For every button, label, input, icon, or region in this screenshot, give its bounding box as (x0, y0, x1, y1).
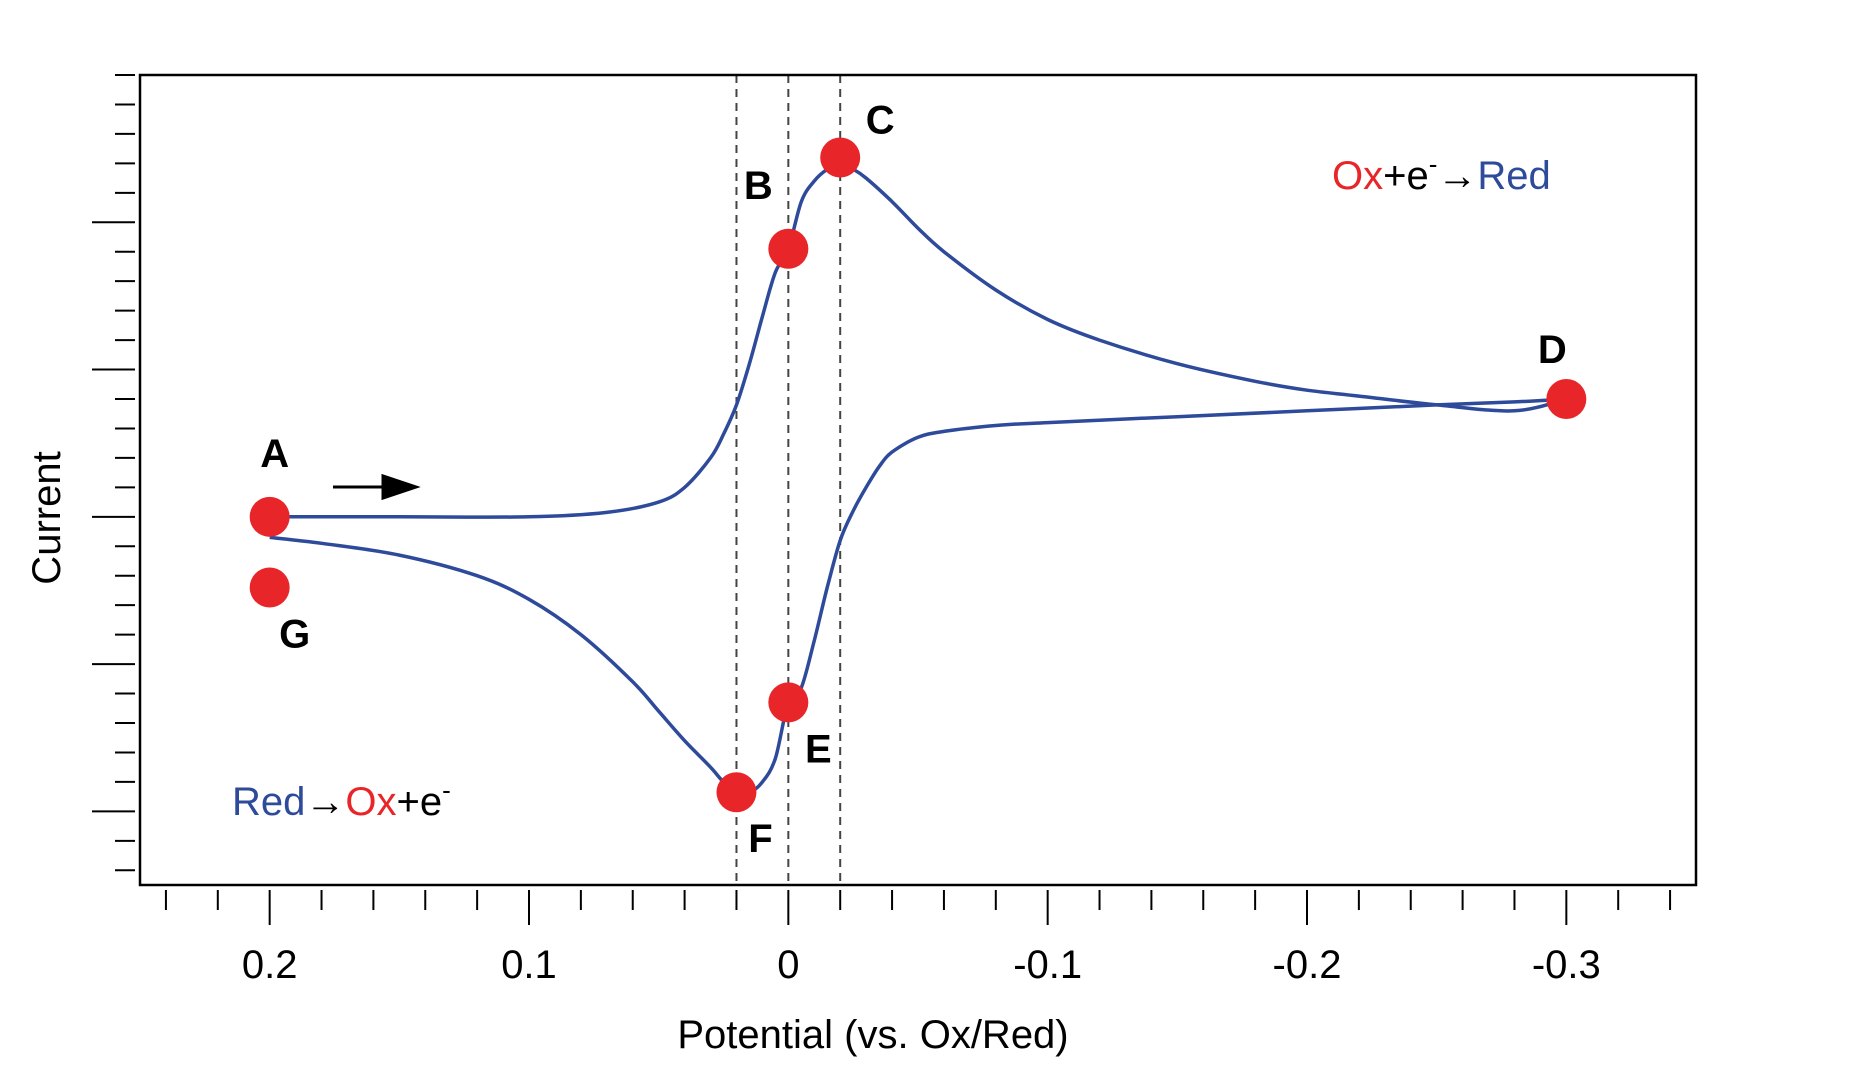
reduction-eq-ox: Ox (1332, 154, 1383, 198)
x-tick-label: -0.2 (1273, 943, 1342, 987)
axis-ticks (92, 74, 1672, 925)
point-marker-d (1546, 379, 1587, 419)
point-marker-c (820, 137, 861, 178)
plot-frame (138, 73, 1698, 887)
point-marker-b (768, 228, 809, 269)
point-label-f: F (748, 817, 772, 861)
oxidation-equation: Red→Ox+e- (232, 775, 451, 824)
point-marker-g (249, 567, 290, 608)
point-markers (249, 137, 1587, 813)
forward-scan-curve (269, 161, 1567, 519)
oxidation-eq-ox: Ox (345, 780, 396, 824)
x-tick-label: -0.3 (1532, 943, 1601, 987)
point-label-c: C (866, 98, 895, 142)
reduction-eq-arrow: → (1437, 154, 1477, 198)
point-label-d: D (1538, 328, 1567, 372)
x-tick-labels: 0.2 0.1 0 -0.1 -0.2 -0.3 (242, 943, 1601, 987)
reduction-equation: Ox+e-→Red (1332, 149, 1551, 198)
x-axis-label: Potential (vs. Ox/Red) (677, 1013, 1068, 1057)
point-labels: A B C D E F G (260, 98, 1567, 861)
point-label-b: B (744, 164, 773, 208)
curves (269, 161, 1567, 795)
scan-direction-arrow-icon (333, 473, 421, 501)
point-label-a: A (260, 432, 289, 476)
reverse-scan-curve (269, 397, 1567, 795)
oxidation-eq-arrow: → (305, 780, 345, 824)
oxidation-eq-red: Red (232, 780, 305, 824)
point-marker-f (716, 772, 757, 813)
reduction-eq-red: Red (1477, 154, 1550, 198)
point-marker-e (768, 682, 809, 723)
x-tick-label: 0 (777, 943, 799, 987)
x-tick-label: 0.1 (501, 943, 557, 987)
point-label-e: E (805, 727, 832, 771)
x-tick-label: -0.1 (1013, 943, 1082, 987)
x-tick-label: 0.2 (242, 943, 298, 987)
dashed-reference-lines (735, 75, 842, 885)
reduction-eq-plus-e: +e (1383, 154, 1429, 198)
oxidation-eq-plus-e: +e (397, 780, 443, 824)
reduction-eq-minus: - (1429, 149, 1438, 179)
point-marker-a (249, 496, 290, 537)
y-axis-label: Current (25, 451, 69, 584)
point-label-g: G (279, 613, 310, 657)
oxidation-eq-minus: - (442, 775, 451, 805)
